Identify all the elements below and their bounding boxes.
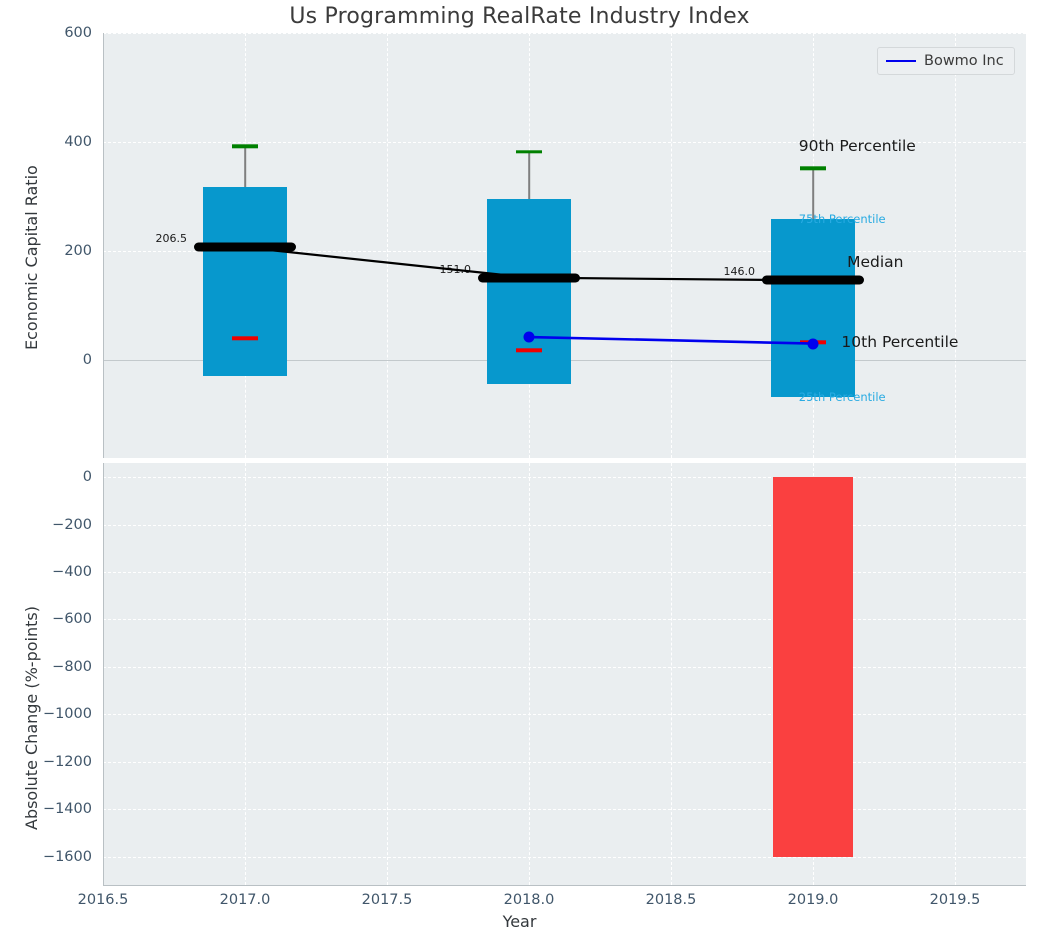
y-tick-label: −1200 [43, 754, 92, 770]
y-tick-label: 600 [64, 25, 92, 41]
grid-line-horizontal [103, 477, 1026, 478]
grid-line-vertical [387, 463, 388, 885]
y-tick-label: 200 [64, 243, 92, 259]
chart-figure: Us Programming RealRate Industry Index 2… [0, 0, 1039, 942]
y-axis-ticks-top: 6004002000 [0, 33, 92, 458]
y-tick-label: −200 [52, 517, 92, 533]
percentile-box [487, 199, 571, 384]
x-axis-label: Year [0, 912, 1039, 931]
whisker-cap-p90 [800, 166, 826, 169]
y-axis-ticks-bottom: 0 −200 −400 −600 −800 −1000 −1200 −1400 −1600 [0, 463, 92, 885]
top-plot-panel: 206.5 151.0 146.0 90th Percentile 75th Perce… [103, 33, 1026, 458]
bottom-plot-panel [103, 463, 1026, 885]
annotation-90th-percentile: 90th Percentile [799, 137, 916, 155]
legend-label-bowmo: Bowmo Inc [924, 53, 1004, 69]
annotation-25th-percentile: 25th Percentile [799, 390, 886, 404]
grid-line-vertical [245, 463, 246, 885]
y-tick-label: −600 [52, 611, 92, 627]
y-tick-label: 0 [83, 352, 92, 368]
x-tick-label: 2019.0 [788, 892, 839, 908]
whisker-cap-p10 [516, 348, 542, 351]
legend-line-swatch-bowmo [886, 60, 916, 63]
percentile-box [203, 187, 287, 377]
whisker-cap-p10 [232, 336, 258, 339]
median-bar [194, 243, 296, 252]
annotation-10th-percentile: 10th Percentile [841, 333, 958, 351]
bowmo-data-point [808, 338, 819, 349]
y-tick-label: −800 [52, 659, 92, 675]
grid-line-vertical [529, 463, 530, 885]
annotation-median: Median [847, 253, 903, 271]
y-axis-label-top: Economic Capital Ratio [22, 165, 41, 350]
chart-title: Us Programming RealRate Industry Index [0, 4, 1039, 29]
y-axis-label-bottom: Absolute Change (%-points) [22, 606, 41, 830]
axis-spine-bottom [103, 885, 1026, 886]
bowmo-data-point [524, 332, 535, 343]
absolute-change-bar [773, 477, 853, 856]
grid-line-vertical [955, 463, 956, 885]
grid-line-horizontal [103, 525, 1026, 526]
y-tick-label: −1400 [43, 801, 92, 817]
x-tick-label: 2018.0 [504, 892, 555, 908]
x-tick-label: 2017.0 [220, 892, 271, 908]
grid-line-vertical [955, 33, 956, 458]
grid-line-horizontal [103, 667, 1026, 668]
y-tick-label: −400 [52, 564, 92, 580]
grid-line-vertical [387, 33, 388, 458]
y-tick-label: −1600 [43, 849, 92, 865]
grid-line-horizontal [103, 809, 1026, 810]
axis-spine-left [103, 33, 104, 458]
grid-line-horizontal [103, 572, 1026, 573]
annotation-75th-percentile: 75th Percentile [799, 212, 886, 226]
grid-line-horizontal [103, 714, 1026, 715]
grid-line-vertical [671, 33, 672, 458]
grid-line-horizontal [103, 857, 1026, 858]
median-bar [762, 276, 864, 285]
median-value-label: 206.5 [156, 232, 188, 245]
y-tick-label: 400 [64, 134, 92, 150]
x-tick-label: 2017.5 [362, 892, 413, 908]
grid-line-horizontal [103, 33, 1026, 34]
median-bar [478, 273, 580, 282]
x-tick-label: 2018.5 [646, 892, 697, 908]
whisker-cap-p90 [516, 150, 542, 153]
whisker-cap-p90 [232, 145, 258, 148]
grid-line-vertical [671, 463, 672, 885]
grid-line-horizontal [103, 762, 1026, 763]
x-tick-label: 2019.5 [930, 892, 981, 908]
y-tick-label: 0 [83, 469, 92, 485]
chart-legend[interactable]: Bowmo Inc [877, 47, 1015, 75]
grid-line-horizontal [103, 619, 1026, 620]
median-value-label: 151.0 [440, 263, 472, 276]
axis-spine-left [103, 463, 104, 885]
x-tick-label: 2016.5 [78, 892, 129, 908]
median-value-label: 146.0 [724, 265, 756, 278]
y-tick-label: −1000 [43, 706, 92, 722]
percentile-box [771, 219, 855, 397]
